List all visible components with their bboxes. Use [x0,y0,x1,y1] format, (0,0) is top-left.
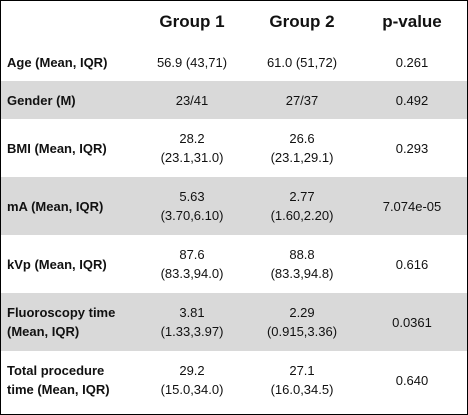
iqr-value: (83.3,94.0) [160,266,224,281]
group-1-value: 87.6 (83.3,94.0) [137,235,247,293]
header-row: Group 1 Group 2 p-value [1,1,467,43]
row-label-line: time (Mean, IQR) [7,382,110,397]
p-value-cell: 0.0361 [357,293,467,351]
p-value-cell: 0.616 [395,256,429,272]
group-2-value: 27/37 [247,81,357,119]
mean-value: 2.77 [289,189,315,204]
mean-value: 2.29 [289,305,315,320]
header-group-2: Group 2 [269,12,335,31]
p-value-cell: 0.261 [395,54,429,70]
row-label: mA (Mean, IQR) [1,177,137,235]
row-label-line: BMI (Mean, IQR) [7,140,107,156]
row-label: kVp (Mean, IQR) [1,235,137,293]
group-2-value: 61.0 (51,72) [266,54,338,70]
row-label-line: Total procedure [7,363,105,378]
table-row-kvp: kVp (Mean, IQR) 87.6 (83.3,94.0) 88.8 (83.… [1,235,467,293]
mean-value: 29.2 [179,363,205,378]
header-corner [1,1,137,43]
group-2-value: 2.29 (0.915,3.36) [247,293,357,351]
row-label: Age (Mean, IQR) [7,54,108,70]
p-value-cell: 0.640 [395,372,429,388]
group-1-value: 29.2 (15.0,34.0) [137,351,247,409]
mean-value: 3.81 [179,305,205,320]
iqr-value: (0.915,3.36) [266,324,338,339]
comparison-table: Group 1 Group 2 p-value Age (Mean, IQR) … [1,1,467,409]
row-label-line: (Mean, IQR) [7,324,80,339]
group-2-value: 26.6 (23.1,29.1) [247,119,357,177]
row-label: BMI (Mean, IQR) [1,119,137,177]
mean-value: 26.6 [289,131,315,146]
p-value-cell: 7.074e-05 [357,177,467,235]
group-2-value: 88.8 (83.3,94.8) [247,235,357,293]
p-value-cell: 0.293 [395,140,429,156]
mean-value: 87.6 [179,247,205,262]
row-label: Total procedure time (Mean, IQR) [1,351,137,409]
mean-value: 88.8 [289,247,315,262]
table-row-gender: Gender (M) 23/41 27/37 0.492 [1,81,467,119]
mean-value: 28.2 [179,131,205,146]
table-row-ma: mA (Mean, IQR) 5.63 (3.70,6.10) 2.77 (1.60… [1,177,467,235]
group-2-value: 27.1 (16.0,34.5) [247,351,357,409]
group-1-value: 5.63 (3.70,6.10) [137,177,247,235]
iqr-value: (15.0,34.0) [160,382,224,397]
mean-value: 27.1 [289,363,315,378]
group-1-value: 23/41 [137,81,247,119]
mean-value: 5.63 [179,189,205,204]
iqr-value: (16.0,34.5) [270,382,334,397]
table-row-bmi: BMI (Mean, IQR) 28.2 (23.1,31.0) 26.6 (23.… [1,119,467,177]
iqr-value: (1.60,2.20) [270,208,334,223]
row-label-line: kVp (Mean, IQR) [7,256,107,272]
table-row-total-procedure-time: Total procedure time (Mean, IQR) 29.2 (15.… [1,351,467,409]
iqr-value: (1.33,3.97) [160,324,224,339]
group-1-value: 28.2 (23.1,31.0) [137,119,247,177]
row-label: Fluoroscopy time (Mean, IQR) [1,293,137,351]
header-p-value: p-value [382,12,442,31]
iqr-value: (83.3,94.8) [270,266,334,281]
header-group-1: Group 1 [159,12,225,31]
group-2-value: 2.77 (1.60,2.20) [247,177,357,235]
iqr-value: (3.70,6.10) [160,208,224,223]
p-value-cell: 0.492 [357,81,467,119]
row-label: Gender (M) [1,81,137,119]
row-label-line: mA (Mean, IQR) [7,198,104,214]
table-row-fluoroscopy-time: Fluoroscopy time (Mean, IQR) 3.81 (1.33,3.… [1,293,467,351]
iqr-value: (23.1,31.0) [160,150,224,165]
row-label-line: Fluoroscopy time [7,305,116,320]
table-row-age: Age (Mean, IQR) 56.9 (43,71) 61.0 (51,72… [1,43,467,81]
group-1-value: 3.81 (1.33,3.97) [137,293,247,351]
iqr-value: (23.1,29.1) [270,150,334,165]
group-1-value: 56.9 (43,71) [156,54,228,70]
